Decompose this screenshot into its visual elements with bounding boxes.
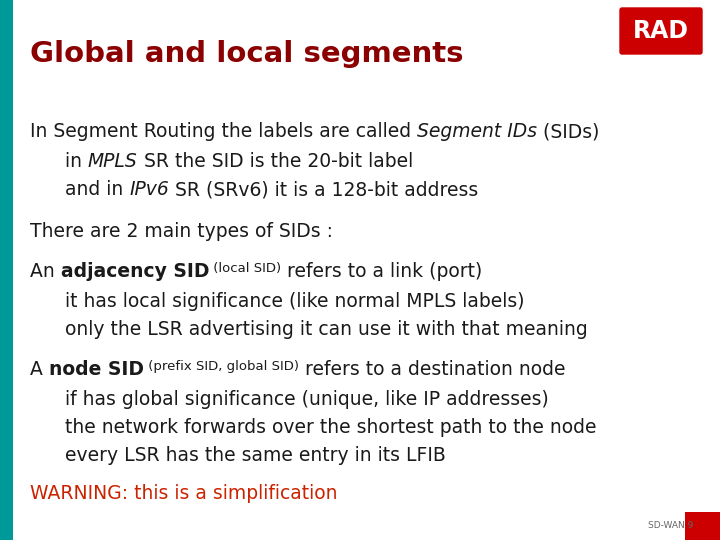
Text: node SID: node SID — [49, 360, 144, 379]
Text: Segment IDs: Segment IDs — [417, 122, 537, 141]
Text: There are 2 main types of SIDs :: There are 2 main types of SIDs : — [30, 222, 333, 241]
Text: RAD: RAD — [633, 19, 689, 43]
Text: the network forwards over the shortest path to the node: the network forwards over the shortest p… — [65, 418, 596, 437]
Text: Global and local segments: Global and local segments — [30, 40, 464, 68]
Text: A: A — [30, 360, 49, 379]
Text: SR (SRv6) it is a 128-bit address: SR (SRv6) it is a 128-bit address — [169, 180, 478, 199]
Text: An: An — [30, 262, 60, 281]
Bar — [685, 512, 720, 540]
Text: (prefix SID, global SID): (prefix SID, global SID) — [144, 360, 299, 373]
Text: In Segment Routing the labels are called: In Segment Routing the labels are called — [30, 122, 417, 141]
Text: WARNING: this is a simplification: WARNING: this is a simplification — [30, 484, 338, 503]
Text: MPLS: MPLS — [88, 152, 138, 171]
Text: every LSR has the same entry in its LFIB: every LSR has the same entry in its LFIB — [65, 446, 446, 465]
Text: adjacency SID: adjacency SID — [60, 262, 210, 281]
Text: refers to a destination node: refers to a destination node — [299, 360, 565, 379]
Text: SD-WAN 9: SD-WAN 9 — [648, 522, 693, 530]
Bar — [0, 0, 13, 540]
Text: (SIDs): (SIDs) — [537, 122, 600, 141]
Text: it has local significance (like normal MPLS labels): it has local significance (like normal M… — [65, 292, 524, 311]
Text: refers to a link (port): refers to a link (port) — [282, 262, 482, 281]
Text: in: in — [65, 152, 88, 171]
Text: IPv6: IPv6 — [130, 180, 169, 199]
Text: if has global significance (unique, like IP addresses): if has global significance (unique, like… — [65, 390, 549, 409]
Text: (local SID): (local SID) — [210, 262, 282, 275]
Text: only the LSR advertising it can use it with that meaning: only the LSR advertising it can use it w… — [65, 320, 588, 339]
Text: SR the SID is the 20-bit label: SR the SID is the 20-bit label — [138, 152, 413, 171]
FancyBboxPatch shape — [620, 8, 702, 54]
Text: and in: and in — [65, 180, 130, 199]
